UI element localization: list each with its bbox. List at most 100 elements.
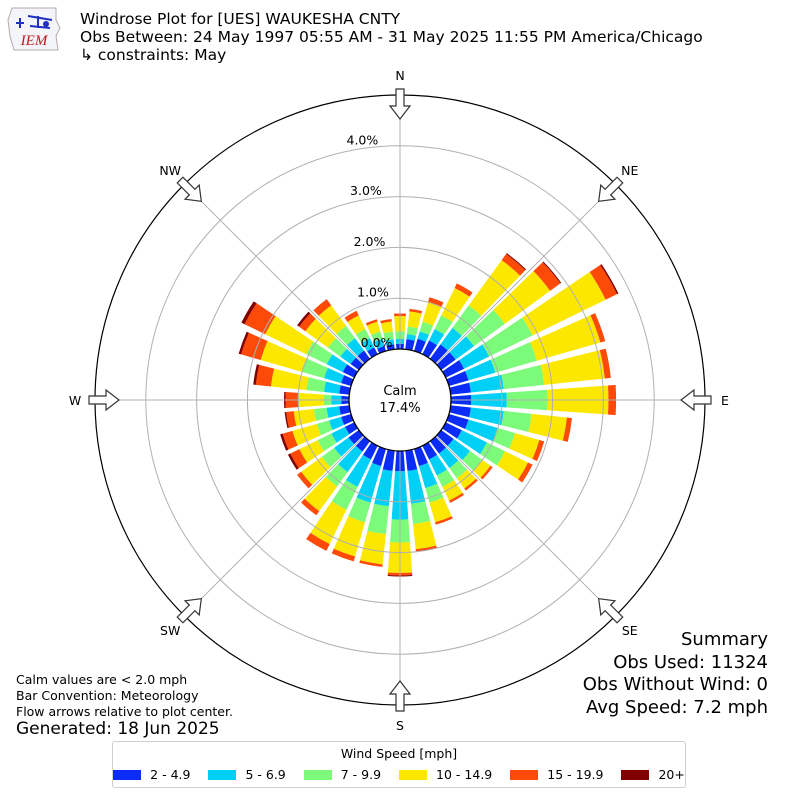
windrose-bar-segment <box>299 313 316 332</box>
windrose-bar-segment <box>305 318 336 348</box>
legend-item: 20+ <box>621 767 685 782</box>
windrose-bar-segment <box>501 410 532 433</box>
windrose-bar-segment <box>365 319 378 326</box>
windrose-bar-segment <box>346 338 365 357</box>
radial-tick-label: 4.0% <box>347 132 379 147</box>
radial-tick-label: 2.0% <box>354 234 386 249</box>
windrose-bar-segment <box>362 442 378 460</box>
windrose-bar-segment <box>501 253 526 276</box>
windrose-bar-segment <box>449 336 475 360</box>
windrose-bar-segment <box>313 407 329 421</box>
windrose-bar-segment <box>406 334 417 341</box>
logo-text: IEM <box>20 33 49 49</box>
windrose-bar-segment <box>473 459 491 478</box>
radial-tick-label: 3.0% <box>350 183 382 198</box>
windrose-bar-segment <box>344 310 359 322</box>
windrose-bar-segment <box>321 447 342 468</box>
windrose-bar-segment <box>506 253 527 271</box>
windrose-bar-segment <box>465 309 505 347</box>
compass-label: N <box>395 68 404 83</box>
windrose-bar-segment <box>380 318 392 324</box>
grid-spoke <box>183 435 365 617</box>
windrose-bar-segment <box>370 331 383 342</box>
windrose-bar-segment <box>302 358 328 379</box>
windrose-bar-segment <box>436 352 456 371</box>
windrose-bar-segment <box>355 436 371 452</box>
flow-arrow <box>598 598 624 624</box>
windrose-bar-segment <box>317 433 337 452</box>
windrose-bar-segment <box>436 429 454 447</box>
windrose-bar-segment <box>449 492 465 503</box>
windrose-bar-segment <box>530 315 601 361</box>
legend-title: Wind Speed [mph] <box>340 746 458 761</box>
windrose-bar-segment <box>480 442 506 466</box>
windrose-bar-segment <box>509 432 540 459</box>
windrose-bar-segment <box>382 449 395 471</box>
windrose-bar-segment <box>360 530 386 565</box>
windrose-bar-segment <box>286 411 297 428</box>
windrose-bar-segment <box>442 360 465 378</box>
windrose-bar-segment <box>429 454 447 476</box>
flow-arrow <box>388 88 412 120</box>
windrose-bar-segment <box>241 332 268 361</box>
legend-swatch <box>621 769 650 780</box>
windrose-bar-segment <box>589 264 618 300</box>
windrose-bar-segment <box>304 476 338 512</box>
calm-circle <box>348 348 452 452</box>
windrose-bar-segment <box>600 264 619 295</box>
windrose-bar-segment <box>318 305 347 335</box>
calm-center: Calm 17.4% <box>348 348 452 452</box>
grid-spoke <box>435 435 617 617</box>
legend-item: 15 - 19.9 <box>510 767 603 782</box>
plot-title: Windrose Plot for [UES] WAUKESHA CNTY <box>80 10 401 28</box>
windrose-bar-segment <box>338 445 363 473</box>
windrose-bar-segment <box>383 331 394 341</box>
flow-arrows-note: Flow arrows relative to plot center. <box>16 704 233 719</box>
windrose-bar-segment <box>301 498 320 516</box>
windrose-bar-segment <box>331 548 356 562</box>
windrose-bar-segment <box>562 417 572 442</box>
windrose-bar-segment <box>435 516 453 525</box>
windrose-bar-segment <box>440 327 462 351</box>
windrose-bar-segment <box>355 329 370 343</box>
windrose-bar-segment <box>327 338 347 357</box>
legend-item: 2 - 4.9 <box>113 767 190 782</box>
windrose-bar-segment <box>348 429 364 445</box>
windrose-bar-segment <box>540 350 605 385</box>
windrose-bar-segment <box>422 442 438 460</box>
windrose-bar-segment <box>385 339 395 346</box>
windrose-bar-segment <box>282 430 298 450</box>
bar-convention-note: Bar Convention: Meteorology <box>16 688 199 703</box>
windrose-bar-segment <box>542 261 562 284</box>
constraints: ↳ constraints: May <box>80 46 227 64</box>
windrose-bar-segment <box>238 331 249 355</box>
windrose-bar-segment <box>480 465 493 480</box>
windrose-bar-segment <box>464 478 478 491</box>
windrose-bar-segment <box>406 326 418 336</box>
windrose-bar-segment <box>497 451 529 480</box>
windrose-bar-segment <box>417 331 430 342</box>
windrose-bar-segment <box>405 339 415 351</box>
windrose-bar-segment <box>501 364 545 390</box>
windrose-bar-segment <box>442 480 463 501</box>
obs-between: Obs Between: 24 May 1997 05:55 AM - 31 M… <box>80 28 703 46</box>
legend-items: 2 - 4.9 5 - 6.9 7 - 9.9 10 - 14.9 15 - 1… <box>113 767 685 782</box>
windrose-bar-segment <box>293 409 317 426</box>
windrose-bar-segment <box>469 374 504 393</box>
windrose-bar-segment <box>438 447 459 468</box>
windrose-bar-segment <box>366 321 381 335</box>
windrose-bar-segment <box>255 364 275 387</box>
legend-item: 7 - 9.9 <box>303 767 381 782</box>
windrose-bar-segment <box>347 315 366 335</box>
radial-tick-label: 1.0% <box>357 284 389 299</box>
windrose-bar-segment <box>340 348 357 365</box>
windrose-bar-segment <box>407 469 426 504</box>
windrose-bar-segment <box>342 364 358 378</box>
windrose-bar-segment <box>434 315 453 335</box>
windrose-bar-segment <box>599 348 611 379</box>
calm-label: Calm <box>383 384 416 399</box>
windrose-bar-segment <box>324 381 341 394</box>
windrose-bar-segment <box>449 460 468 479</box>
windrose-bar-segment <box>284 411 289 429</box>
windrose-bar-segment <box>334 437 355 457</box>
